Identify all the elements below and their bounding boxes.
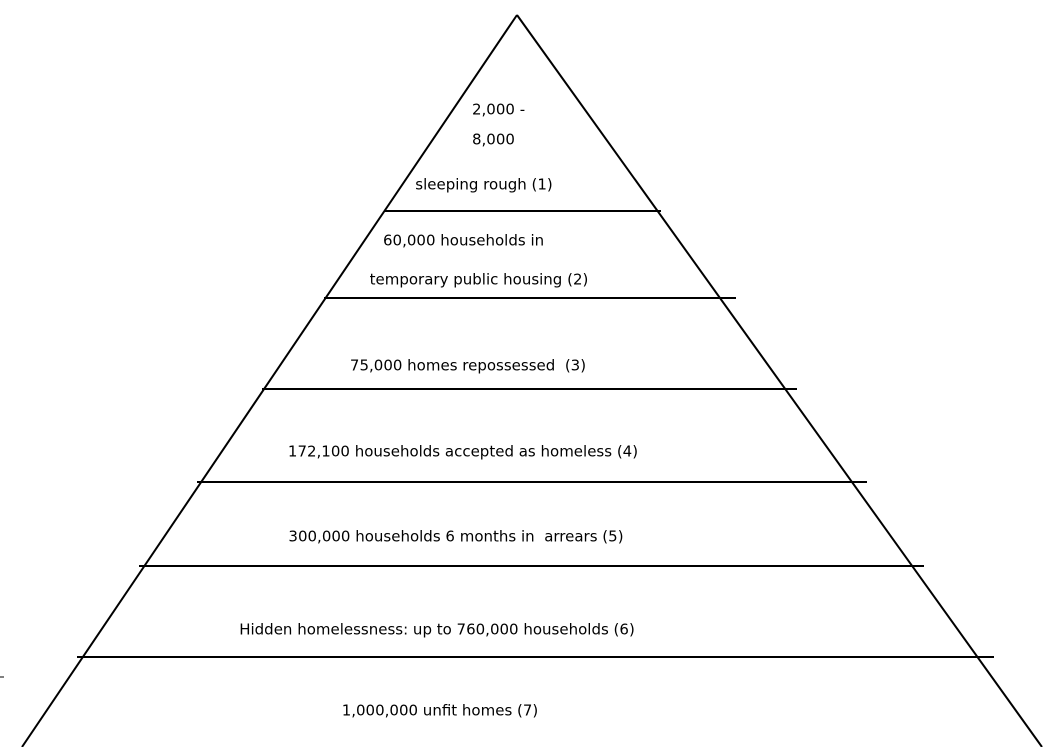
level-text: 75,000 homes repossessed (3): [350, 357, 586, 375]
level-text: 8,000: [472, 131, 515, 149]
level-text: sleeping rough (1): [415, 176, 553, 194]
pyramid-left-edge: [21, 14, 518, 747]
level-text: 2,000 -: [472, 101, 525, 119]
level-text: 300,000 households 6 months in arrears (…: [288, 528, 623, 546]
level-text: Hidden homelessness: up to 760,000 house…: [239, 621, 635, 639]
level-text: 1,000,000 unfit homes (7): [342, 702, 539, 720]
level-text: 172,100 households accepted as homeless …: [288, 443, 638, 461]
pyramid-right-edge: [516, 14, 1043, 747]
level-text: 60,000 households in: [383, 232, 544, 250]
level-text: temporary public housing (2): [370, 271, 589, 289]
